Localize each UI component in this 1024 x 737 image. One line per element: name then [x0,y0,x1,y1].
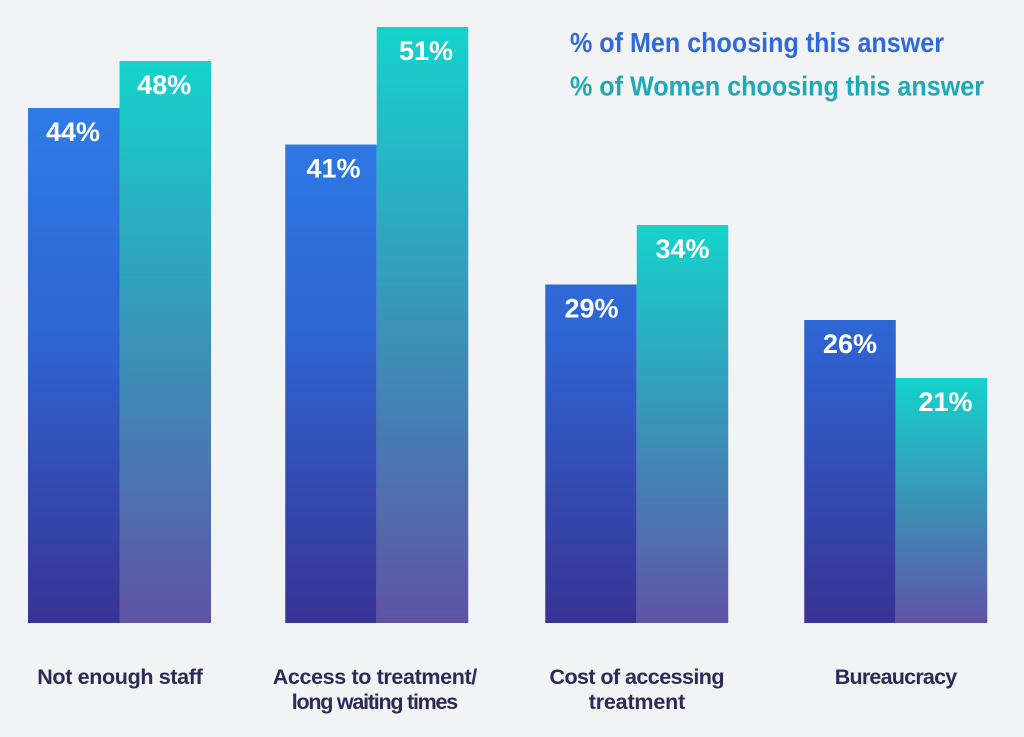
svg-text:long waiting times: long waiting times [292,690,459,714]
svg-text:% of Men choosing this answer: % of Men choosing this answer [570,27,944,58]
svg-text:Not enough staff: Not enough staff [37,665,203,689]
svg-text:41%: 41% [306,154,360,184]
svg-text:% of Women choosing this answe: % of Women choosing this answer [570,71,984,102]
svg-text:51%: 51% [399,36,453,66]
svg-text:treatment: treatment [589,690,686,714]
svg-text:Bureaucracy: Bureaucracy [835,665,958,689]
svg-text:21%: 21% [918,387,972,417]
svg-text:26%: 26% [823,329,877,359]
svg-text:Cost of accessing: Cost of accessing [550,665,725,689]
svg-text:29%: 29% [564,294,618,324]
svg-text:48%: 48% [137,70,191,100]
svg-text:Access to treatment/: Access to treatment/ [273,665,478,689]
svg-text:44%: 44% [46,117,100,147]
svg-text:34%: 34% [655,234,709,264]
